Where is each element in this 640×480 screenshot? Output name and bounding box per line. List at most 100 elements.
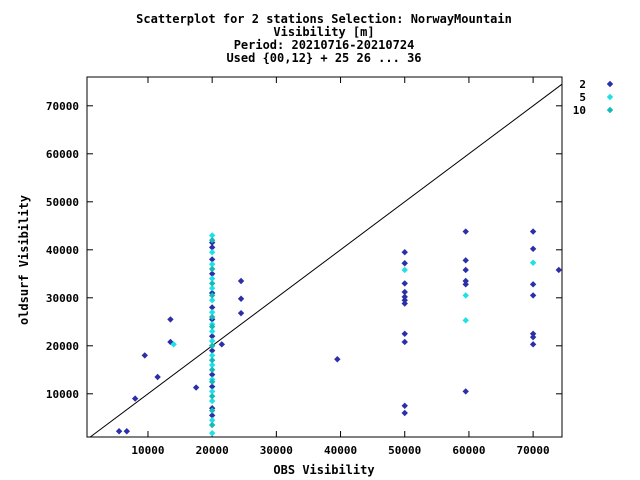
legend-label: 10 bbox=[573, 104, 586, 117]
x-tick-label: 50000 bbox=[388, 444, 421, 457]
data-point-series-10 bbox=[208, 342, 216, 349]
data-point-series-10 bbox=[208, 237, 216, 244]
data-point-series-5 bbox=[208, 249, 216, 256]
x-tick-label: 30000 bbox=[260, 444, 293, 457]
data-point-series-5 bbox=[208, 275, 216, 282]
data-point-series-2 bbox=[462, 228, 469, 235]
y-axis-label: oldsurf Visibility bbox=[17, 195, 31, 325]
chart-title-line-3: Period: 20210716-20210724 bbox=[234, 38, 415, 52]
plot-border bbox=[86, 76, 563, 438]
data-point-series-2 bbox=[462, 277, 469, 285]
data-points bbox=[115, 228, 562, 437]
data-point-series-2 bbox=[401, 260, 408, 267]
data-point-series-2 bbox=[401, 280, 408, 287]
data-point-series-2 bbox=[401, 300, 408, 307]
data-point-series-5 bbox=[529, 259, 537, 266]
data-point-series-5 bbox=[208, 361, 216, 369]
data-point-series-2 bbox=[167, 316, 174, 323]
data-point-series-5 bbox=[401, 266, 408, 274]
diagonal-line bbox=[89, 83, 563, 438]
x-tick-label: 40000 bbox=[324, 444, 357, 457]
data-point-series-5 bbox=[208, 232, 216, 239]
data-point-series-2 bbox=[192, 384, 200, 391]
data-point-series-2 bbox=[529, 341, 537, 348]
data-point-series-5 bbox=[208, 388, 216, 395]
data-point-series-2 bbox=[218, 341, 225, 348]
data-point-series-2 bbox=[131, 395, 139, 402]
legend-marker bbox=[606, 106, 614, 114]
legend-marker bbox=[606, 80, 614, 88]
data-point-series-10 bbox=[208, 280, 216, 287]
data-point-series-2 bbox=[237, 277, 245, 285]
data-point-series-2 bbox=[401, 297, 408, 304]
data-point-series-10 bbox=[208, 407, 216, 414]
data-point-series-2 bbox=[208, 304, 216, 311]
y-tick-label: 30000 bbox=[46, 292, 79, 305]
data-point-series-5 bbox=[208, 429, 216, 437]
data-point-series-2 bbox=[401, 402, 408, 409]
data-point-series-2 bbox=[555, 266, 562, 274]
data-point-series-2 bbox=[208, 244, 216, 251]
axis-ticks: 10000 20000 30000 40000 50000 60000 70000 10000… bbox=[46, 77, 562, 457]
data-point-series-2 bbox=[462, 266, 469, 274]
y-tick-label: 40000 bbox=[46, 244, 79, 257]
data-point-series-2 bbox=[529, 281, 537, 288]
x-tick-label: 10000 bbox=[131, 444, 164, 457]
data-point-series-2 bbox=[529, 245, 537, 253]
data-point-series-2 bbox=[401, 288, 408, 296]
chart-title-line-4: Used {00,12} + 25 26 ... 36 bbox=[226, 51, 421, 65]
legend-label: 2 bbox=[579, 78, 586, 91]
data-point-series-2 bbox=[154, 373, 161, 381]
data-point-series-5 bbox=[462, 292, 469, 299]
data-point-series-2 bbox=[208, 383, 216, 390]
data-point-series-10 bbox=[208, 393, 216, 400]
data-point-series-10 bbox=[208, 323, 216, 330]
data-point-series-2 bbox=[529, 292, 537, 299]
data-point-series-10 bbox=[208, 378, 216, 385]
chart-title: Scatterplot for 2 stations Selection: No… bbox=[136, 12, 512, 65]
y-tick-label: 70000 bbox=[46, 100, 79, 113]
data-point-series-5 bbox=[208, 285, 216, 292]
data-point-series-10 bbox=[208, 357, 216, 364]
data-point-series-2 bbox=[237, 309, 245, 317]
data-point-series-5 bbox=[208, 352, 216, 359]
data-point-series-10 bbox=[208, 421, 216, 429]
x-tick-label: 70000 bbox=[517, 444, 550, 457]
data-point-series-2 bbox=[401, 338, 408, 346]
data-point-series-2 bbox=[208, 371, 216, 378]
data-point-series-2 bbox=[123, 428, 130, 435]
data-point-series-2 bbox=[462, 281, 469, 288]
data-point-series-2 bbox=[462, 388, 469, 395]
y-tick-label: 10000 bbox=[46, 388, 79, 401]
data-point-series-2 bbox=[401, 330, 408, 337]
data-point-series-2 bbox=[141, 352, 148, 359]
data-point-series-2 bbox=[401, 249, 408, 256]
data-point-series-2 bbox=[529, 330, 537, 337]
data-point-series-5 bbox=[170, 341, 177, 348]
data-point-series-2 bbox=[208, 256, 216, 263]
y-tick-label: 20000 bbox=[46, 340, 79, 353]
chart-title-line-1: Scatterplot for 2 stations Selection: No… bbox=[136, 12, 512, 26]
data-point-series-2 bbox=[334, 356, 341, 363]
plot-area bbox=[86, 76, 563, 438]
data-point-series-2 bbox=[401, 293, 408, 301]
data-point-series-5 bbox=[208, 309, 216, 316]
data-point-series-2 bbox=[529, 228, 537, 235]
x-tick-label: 60000 bbox=[452, 444, 485, 457]
data-point-series-2 bbox=[401, 409, 408, 417]
legend-label: 5 bbox=[579, 91, 586, 104]
data-point-series-2 bbox=[462, 257, 469, 264]
data-point-series-2 bbox=[529, 333, 537, 341]
data-point-series-10 bbox=[208, 366, 216, 373]
data-point-series-5 bbox=[208, 261, 216, 268]
data-point-series-2 bbox=[237, 295, 245, 302]
x-axis-label: OBS Visibility bbox=[273, 463, 374, 477]
data-point-series-5 bbox=[462, 317, 469, 324]
legend-marker bbox=[606, 93, 614, 101]
data-point-series-5 bbox=[208, 397, 216, 405]
y-tick-label: 50000 bbox=[46, 196, 79, 209]
data-point-series-10 bbox=[208, 265, 216, 273]
data-point-series-5 bbox=[208, 337, 216, 345]
